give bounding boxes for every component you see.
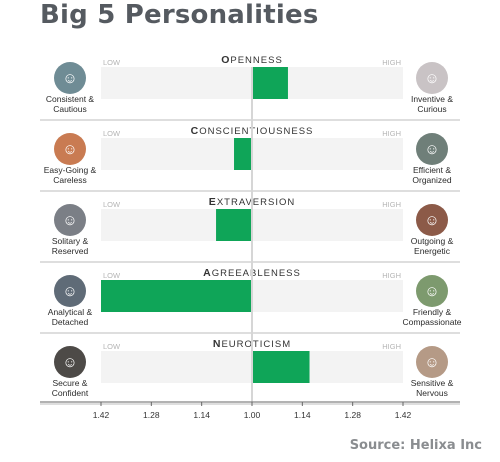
- trait-rest: XTRAVERSION: [217, 197, 295, 208]
- analyst-photo-icon: ☺: [54, 275, 86, 307]
- nervous-woman-photo-icon: ☺: [416, 346, 448, 378]
- trait-title-agreeableness: AGREEABLENESS: [203, 267, 301, 279]
- high-trait-caption: Inventive & Curious: [410, 94, 454, 114]
- trait-initial: O: [221, 54, 230, 66]
- high-label: HIGH: [382, 200, 401, 209]
- laughing-woman-photo-icon: ☺: [416, 204, 448, 236]
- bar-conscientiousness: [234, 138, 252, 170]
- trait-rest: ONSCIENTIOUSNESS: [199, 126, 313, 137]
- low-trait-caption: Solitary & Reserved: [51, 236, 89, 256]
- chart-title: Big 5 Personalities: [40, 0, 319, 30]
- high-label: HIGH: [382, 129, 401, 138]
- traveler-photo-icon: ☺: [54, 62, 86, 94]
- high-label: HIGH: [382, 342, 401, 351]
- low-trait-caption: Secure & Confident: [51, 378, 89, 398]
- trait-title-conscientiousness: CONSCIENTIOUSNESS: [191, 125, 314, 137]
- x-tick-label: 1.42: [395, 410, 412, 420]
- trait-rest: EUROTICISM: [221, 339, 291, 350]
- high-trait-caption: Friendly & Compassionate: [402, 307, 462, 327]
- x-tick-label: 1.28: [143, 410, 160, 420]
- bar-extraversion: [216, 209, 252, 241]
- trait-title-neuroticism: NEUROTICISM: [213, 338, 291, 350]
- confident-man-photo-icon: ☺: [54, 346, 86, 378]
- relaxed-person-photo-icon: ☺: [54, 133, 86, 165]
- high-trait-caption: Sensitive & Nervous: [410, 378, 454, 398]
- trait-title-extraversion: EXTRAVERSION: [209, 196, 295, 208]
- trait-initial: A: [203, 267, 212, 279]
- trait-initial: E: [209, 196, 217, 208]
- friends-photo-icon: ☺: [416, 275, 448, 307]
- reader-photo-icon: ☺: [54, 204, 86, 236]
- trait-initial: N: [213, 338, 222, 350]
- bar-neuroticism: [252, 351, 310, 383]
- trait-rest: PENNESS: [230, 55, 282, 66]
- low-label: LOW: [103, 129, 121, 138]
- high-label: HIGH: [382, 58, 401, 67]
- high-trait-caption: Efficient & Organized: [412, 165, 452, 185]
- trait-initial: C: [191, 125, 200, 137]
- low-trait-caption: Consistent & Cautious: [45, 94, 95, 114]
- trait-rest: GREEABLENESS: [212, 268, 301, 279]
- artist-photo-icon: ☺: [416, 62, 448, 94]
- x-tick-label: 1.42: [93, 410, 110, 420]
- x-tick-label: 1.00: [244, 410, 261, 420]
- x-tick-label: 1.14: [294, 410, 311, 420]
- high-trait-caption: Outgoing & Energetic: [410, 236, 454, 256]
- source-note: Source: Helixa Inc: [349, 438, 482, 453]
- x-tick-label: 1.28: [344, 410, 361, 420]
- low-label: LOW: [103, 271, 121, 280]
- low-label: LOW: [103, 58, 121, 67]
- low-label: LOW: [103, 342, 121, 351]
- bar-openness: [252, 67, 288, 99]
- bar-agreeableness: [101, 280, 252, 312]
- x-tick-label: 1.14: [193, 410, 210, 420]
- worker-photo-icon: ☺: [416, 133, 448, 165]
- high-label: HIGH: [382, 271, 401, 280]
- low-trait-caption: Analytical & Detached: [47, 307, 93, 327]
- trait-title-openness: OPENNESS: [221, 54, 283, 66]
- low-trait-caption: Easy-Going & Careless: [43, 165, 97, 185]
- low-label: LOW: [103, 200, 121, 209]
